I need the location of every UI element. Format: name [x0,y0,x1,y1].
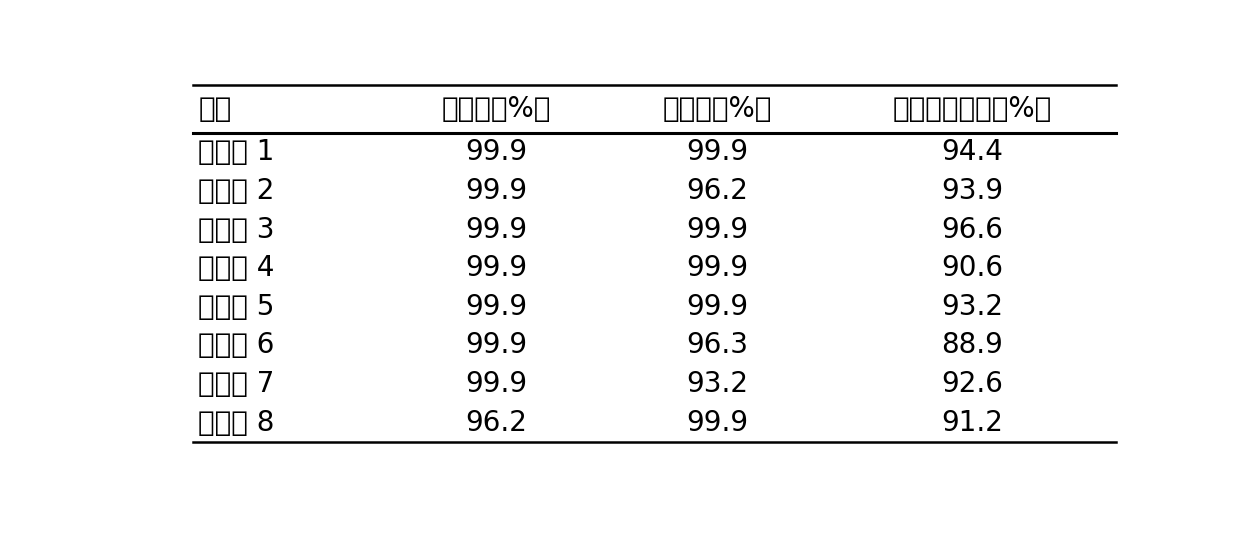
Text: 催化剂 3: 催化剂 3 [198,216,275,244]
Text: 催化剂 4: 催化剂 4 [198,254,274,282]
Text: 催化剂 6: 催化剂 6 [198,331,274,360]
Text: 催化剂 5: 催化剂 5 [198,293,274,321]
Text: 转化率（%）: 转化率（%） [441,95,551,123]
Text: 93.2: 93.2 [941,293,1003,321]
Text: 96.6: 96.6 [941,216,1003,244]
Text: 99.9: 99.9 [686,293,748,321]
Text: 99.9: 99.9 [465,254,527,282]
Text: 99.9: 99.9 [686,409,748,437]
Text: 催化剂 2: 催化剂 2 [198,177,274,205]
Text: 96.2: 96.2 [465,409,527,437]
Text: 99.9: 99.9 [686,139,748,167]
Text: 催化剂 7: 催化剂 7 [198,370,274,398]
Text: 99.9: 99.9 [465,139,527,167]
Text: 90.6: 90.6 [941,254,1003,282]
Text: 93.2: 93.2 [686,370,748,398]
Text: 96.2: 96.2 [686,177,748,205]
Text: 99.9: 99.9 [465,177,527,205]
Text: 92.6: 92.6 [941,370,1003,398]
Text: 项目: 项目 [198,95,232,123]
Text: 催化剂 8: 催化剂 8 [198,409,274,437]
Text: 99.9: 99.9 [686,216,748,244]
Text: 99.9: 99.9 [465,216,527,244]
Text: 93.9: 93.9 [941,177,1003,205]
Text: 催化剂 1: 催化剂 1 [198,139,274,167]
Text: 选择性（%）: 选择性（%） [662,95,771,123]
Text: 99.9: 99.9 [465,293,527,321]
Text: 91.2: 91.2 [941,409,1003,437]
Text: 99.9: 99.9 [465,370,527,398]
Text: 99.9: 99.9 [465,331,527,360]
Text: 99.9: 99.9 [686,254,748,282]
Text: 88.9: 88.9 [941,331,1003,360]
Text: 94.4: 94.4 [941,139,1003,167]
Text: 96.3: 96.3 [686,331,748,360]
Text: 对映体选择性（%）: 对映体选择性（%） [893,95,1052,123]
